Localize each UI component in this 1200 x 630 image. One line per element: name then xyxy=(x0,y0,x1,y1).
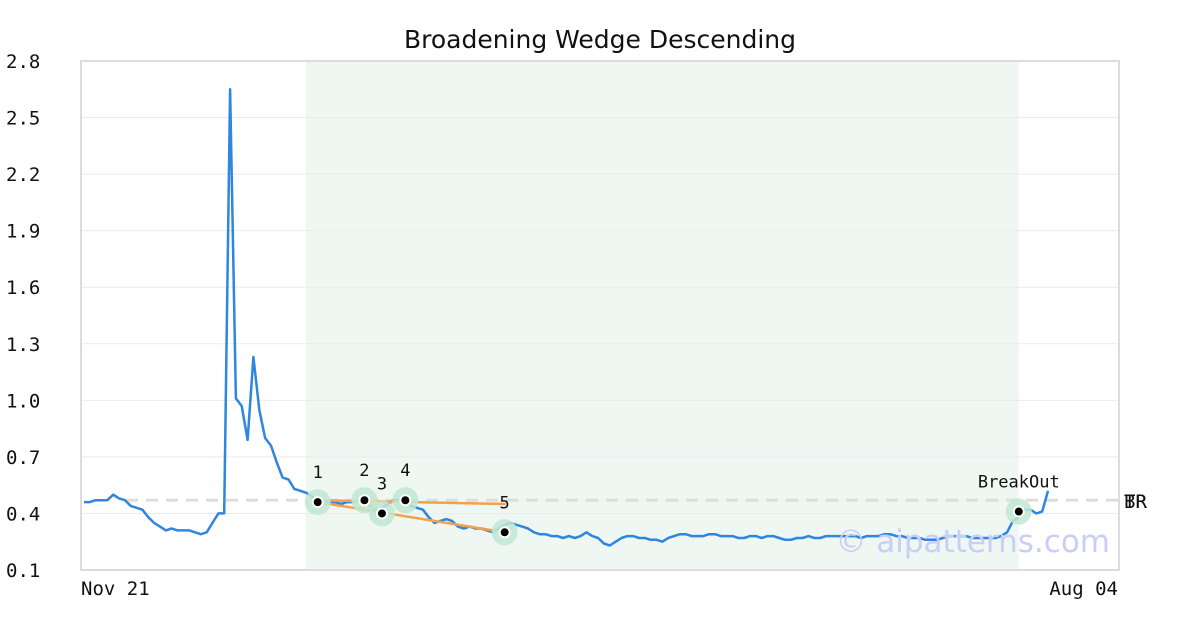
pattern-highlight-band xyxy=(306,61,1019,570)
pivot-marker xyxy=(1012,505,1025,518)
pivot-label: 2 xyxy=(359,461,369,481)
price-line xyxy=(84,88,1050,547)
y-tick-label: 2.5 xyxy=(6,108,40,130)
y-tick-label: 1.3 xyxy=(6,334,40,356)
chart-title: Broadening Wedge Descending xyxy=(404,25,796,54)
right-edge-label: BR xyxy=(1124,491,1147,513)
y-tick-label: 0.4 xyxy=(6,503,40,525)
pivot-label: BreakOut xyxy=(978,473,1060,493)
pivot-marker xyxy=(311,496,324,509)
pivot-marker xyxy=(498,526,511,539)
y-tick-label: 2.2 xyxy=(6,164,40,186)
plot-frame xyxy=(80,60,1120,571)
y-tick-label: 0.7 xyxy=(6,447,40,469)
plot-area: 2.8 2.5 2.2 1.9 1.6 1.3 1.0 0.7 0.4 0.1 xyxy=(6,51,1122,582)
right-edge-label: TR xyxy=(1124,491,1147,513)
pivot-label: 1 xyxy=(313,463,323,483)
x-tick-label: Aug 04 xyxy=(1049,578,1118,600)
watermark: © aipatterns.com xyxy=(835,524,1110,560)
y-tick-label: 1.6 xyxy=(6,277,40,299)
y-tick-label: 2.8 xyxy=(6,51,40,73)
pivot-label: 3 xyxy=(377,474,387,494)
trend-line xyxy=(316,500,506,534)
y-tick-label: 0.1 xyxy=(6,560,40,582)
y-tick-label: 1.9 xyxy=(6,221,40,243)
pivot-label: 4 xyxy=(400,461,410,481)
pivot-label: 5 xyxy=(500,493,510,513)
pivot-marker xyxy=(375,507,388,520)
pivot-marker xyxy=(358,494,371,507)
x-tick-label: Nov 21 xyxy=(81,578,150,600)
y-tick-label: 1.0 xyxy=(6,390,40,412)
pivot-marker xyxy=(399,494,412,507)
